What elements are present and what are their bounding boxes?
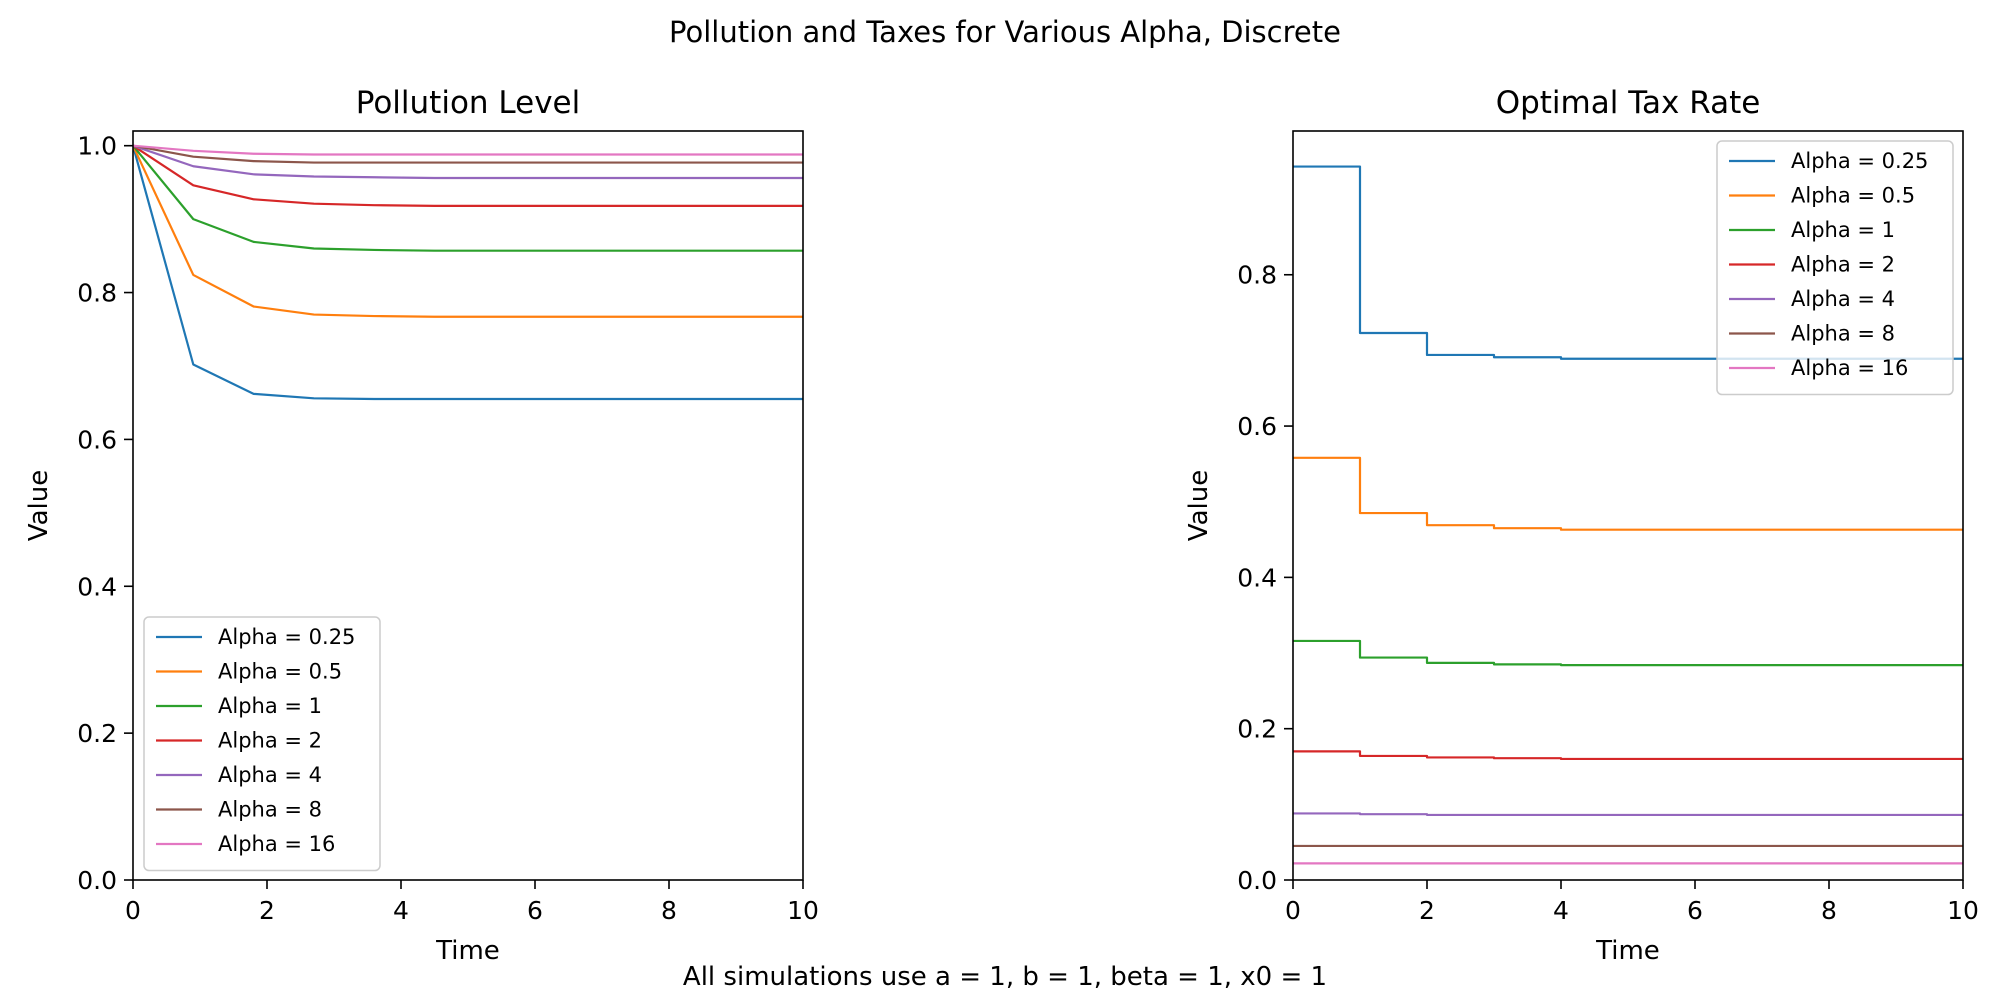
- y-tick-label: 1.0: [77, 132, 117, 161]
- x-tick-label: 2: [1419, 896, 1435, 925]
- chart-title: Pollution Level: [356, 85, 581, 121]
- chart-title: Optimal Tax Rate: [1496, 85, 1761, 121]
- y-tick-label: 0.8: [1237, 261, 1277, 290]
- y-tick-label: 0.4: [77, 572, 117, 601]
- figure-title: Pollution and Taxes for Various Alpha, D…: [669, 15, 1341, 49]
- y-tick-label: 0.2: [77, 719, 117, 748]
- series-line-3: [1293, 750, 1963, 761]
- series-line-0: [133, 145, 803, 401]
- legend: Alpha = 0.25 Alpha = 0.5 Alpha = 1 Alpha = …: [143, 616, 381, 872]
- series-line-5: [133, 144, 803, 164]
- legend-label-6: Alpha = 16: [1791, 356, 1908, 380]
- x-tick-label: 10: [1947, 896, 1979, 925]
- x-tick-label: 10: [787, 896, 819, 925]
- plot-frame: [132, 130, 804, 881]
- series-line-3: [133, 144, 803, 207]
- x-tick-label: 6: [527, 896, 543, 925]
- y-axis-label: Value: [1184, 470, 1214, 541]
- y-tick-label: 0.6: [1237, 412, 1277, 441]
- pollution-level-chart: Pollution Level 0 2 4 6 8 10 0.0 0.2 0.4 0.6 0.8 1.0…: [24, 85, 819, 966]
- legend-box: [1716, 140, 1954, 396]
- legend-box: [143, 616, 381, 872]
- legend-label-5: Alpha = 8: [218, 798, 322, 822]
- legend-label-2: Alpha = 1: [1791, 218, 1895, 242]
- legend-label-3: Alpha = 2: [218, 729, 322, 753]
- series-lines: [133, 144, 803, 401]
- x-tick-label: 0: [125, 896, 141, 925]
- x-tick-label: 6: [1687, 896, 1703, 925]
- series-line-4: [1293, 812, 1963, 817]
- legend-label-4: Alpha = 4: [1791, 287, 1895, 311]
- legend-label-1: Alpha = 0.5: [1791, 184, 1915, 208]
- y-tick-label: 0.6: [77, 425, 117, 454]
- series-line-1: [1293, 456, 1963, 531]
- series-line-1: [133, 145, 803, 318]
- legend: Alpha = 0.25 Alpha = 0.5 Alpha = 1 Alpha = …: [1716, 140, 1954, 396]
- legend-label-0: Alpha = 0.25: [1791, 149, 1928, 173]
- legend-label-5: Alpha = 8: [1791, 322, 1895, 346]
- y-axis-label: Value: [24, 470, 54, 541]
- figure-footnote: All simulations use a = 1, b = 1, beta =…: [683, 962, 1327, 992]
- x-tick-label: 2: [259, 896, 275, 925]
- x-tick-label: 4: [1553, 896, 1569, 925]
- series-line-6: [133, 144, 803, 156]
- y-tick-label: 0.4: [1237, 563, 1277, 592]
- x-axis-label: Time: [435, 936, 500, 966]
- x-tick-label: 4: [393, 896, 409, 925]
- x-tick-label: 0: [1285, 896, 1301, 925]
- legend-label-4: Alpha = 4: [218, 763, 322, 787]
- series-line-4: [133, 144, 803, 180]
- series-line-2: [133, 144, 803, 252]
- x-tick-label: 8: [1821, 896, 1837, 925]
- x-axis-label: Time: [1595, 936, 1660, 966]
- y-tick-label: 0.0: [77, 866, 117, 895]
- legend-label-3: Alpha = 2: [1791, 253, 1895, 277]
- y-tick-label: 0.2: [1237, 715, 1277, 744]
- optimal-tax-rate-chart: Optimal Tax Rate 0 2 4 6 8 10 0.0 0.2 0.4 0.6 0.8 Ti…: [1184, 85, 1979, 966]
- x-tick-label: 8: [661, 896, 677, 925]
- legend-label-1: Alpha = 0.5: [218, 660, 342, 684]
- y-tick-label: 0.8: [77, 279, 117, 308]
- series-line-2: [1293, 639, 1963, 667]
- y-tick-label: 0.0: [1237, 866, 1277, 895]
- legend-label-6: Alpha = 16: [218, 832, 335, 856]
- plot-frame: [1292, 130, 1964, 881]
- legend-label-2: Alpha = 1: [218, 694, 322, 718]
- series-lines: [1293, 165, 1963, 865]
- legend-label-0: Alpha = 0.25: [218, 625, 355, 649]
